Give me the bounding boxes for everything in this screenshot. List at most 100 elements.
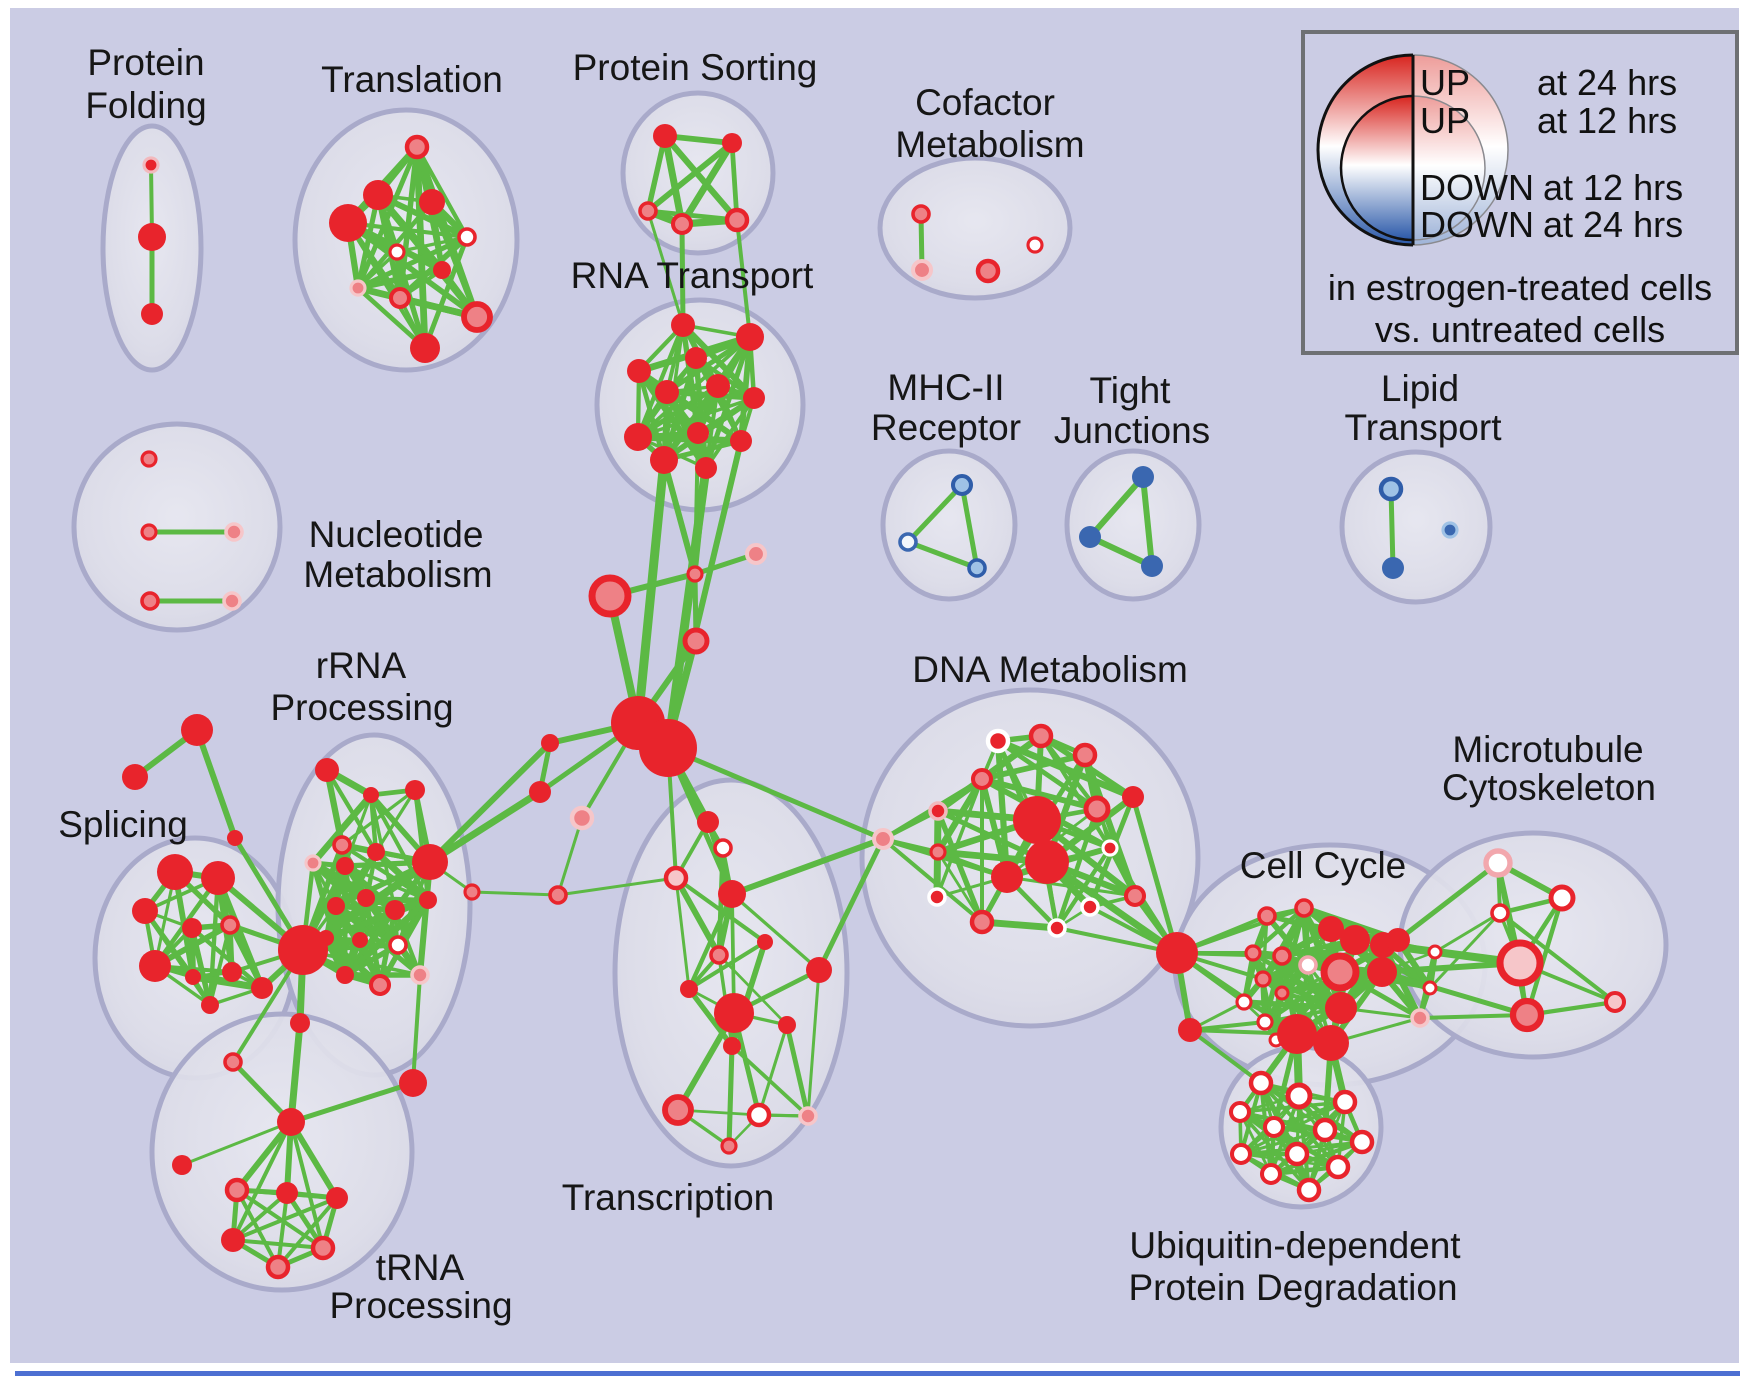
gene-node-rp [969, 909, 995, 935]
edge [665, 745, 886, 842]
edge [426, 788, 544, 866]
gene-node-rpale [1603, 990, 1627, 1014]
legend-box [1301, 30, 1739, 355]
cluster-label: Ubiquitin-dependent [1129, 1225, 1461, 1266]
edge [935, 777, 984, 899]
edge [959, 482, 980, 571]
gene-node-rp [588, 574, 632, 618]
gene-node-r [722, 133, 742, 153]
cluster-label: Transport [1345, 407, 1503, 448]
edge [635, 322, 686, 440]
edge [324, 767, 379, 855]
edge [633, 455, 669, 728]
gene-node-r [405, 780, 425, 800]
edge [343, 793, 373, 868]
edge [1388, 486, 1396, 571]
gene-node-r [419, 189, 445, 215]
edge [392, 907, 423, 978]
cluster-label: Metabolism [895, 124, 1084, 165]
edge [356, 250, 399, 290]
gene-node-rw [746, 1102, 772, 1128]
gene-node-pp [569, 805, 595, 831]
gene-node-r [639, 719, 697, 777]
cluster-label: MHC-II [887, 367, 1004, 408]
gene-node-b [1132, 466, 1154, 488]
cluster-ellipse-tn [149, 1011, 415, 1293]
edge [355, 234, 470, 291]
edge [276, 1196, 339, 1269]
gene-node-rw [1248, 1070, 1274, 1096]
edge [411, 973, 422, 1085]
gene-node-pp [222, 591, 242, 611]
gene-node-wr [1080, 897, 1100, 917]
edge [1188, 1028, 1263, 1085]
gene-node-rw [1228, 1100, 1252, 1124]
gene-node-r [1313, 1025, 1349, 1061]
edge [645, 133, 668, 214]
gene-node-wr [1047, 918, 1067, 938]
gene-node-pp [744, 542, 768, 566]
gene-node-r [723, 1037, 741, 1055]
edge [738, 334, 753, 444]
gene-node-r [653, 124, 677, 148]
gene-node-rw [457, 227, 477, 247]
gene-node-r [687, 422, 709, 444]
edge [645, 140, 735, 214]
gene-node-rw [1026, 236, 1044, 254]
edge [806, 968, 821, 1118]
gene-node-rw [1259, 1162, 1283, 1186]
gene-node-rp [368, 973, 392, 997]
gene-node-r [352, 932, 368, 948]
gene-node-rp [461, 301, 493, 333]
edge [355, 267, 445, 291]
edge [355, 192, 381, 291]
gene-node-r [1386, 928, 1410, 952]
edge [661, 457, 698, 577]
gene-node-rp [224, 1177, 250, 1203]
gene-node-rp [332, 835, 352, 855]
edge [288, 1080, 416, 1125]
cluster-label: Processing [270, 687, 453, 728]
gene-node-pp [871, 827, 895, 851]
gene-node-pp [910, 258, 934, 282]
cluster-label: Receptor [871, 407, 1021, 448]
gene-node-r [650, 446, 678, 474]
cluster-label: DNA Metabolism [912, 649, 1188, 690]
gene-node-r [336, 857, 354, 875]
gene-node-rw [1256, 1013, 1274, 1031]
gene-node-r [695, 457, 717, 479]
edge [234, 1119, 294, 1193]
cluster-label: Junctions [1054, 410, 1210, 451]
cluster-label: Cell Cycle [1240, 845, 1407, 886]
edge [422, 234, 470, 351]
gene-node-r [138, 223, 166, 251]
cluster-label: Processing [329, 1285, 512, 1326]
gene-node-r [251, 977, 273, 999]
gene-node-rp [265, 1254, 291, 1280]
edge [1261, 977, 1278, 1042]
edge [340, 788, 417, 847]
edge [1268, 1139, 1365, 1177]
edge [704, 396, 756, 470]
gene-node-rp [1509, 997, 1545, 1033]
gene-node-rp [686, 565, 704, 583]
cluster-label: Microtubule [1452, 729, 1643, 770]
gene-node-r [991, 861, 1023, 893]
gene-node-r [139, 950, 171, 982]
gene-node-rp [1272, 946, 1292, 966]
gene-node-wr [927, 887, 947, 907]
edge [679, 321, 758, 402]
gene-node-rp [911, 204, 931, 224]
gene-node-r [141, 303, 163, 325]
edge [880, 836, 1010, 880]
edge [1043, 858, 1181, 957]
edge [693, 431, 700, 576]
cluster-ellipse-nm [71, 421, 283, 633]
gene-node-rp [1320, 952, 1360, 992]
gene-node-r [1367, 957, 1397, 987]
cluster-label: Metabolism [303, 554, 492, 595]
gene-node-rp [1083, 795, 1111, 823]
gene-node-r [276, 1182, 298, 1204]
gene-node-rw [1422, 980, 1438, 996]
gene-node-r [363, 787, 379, 803]
